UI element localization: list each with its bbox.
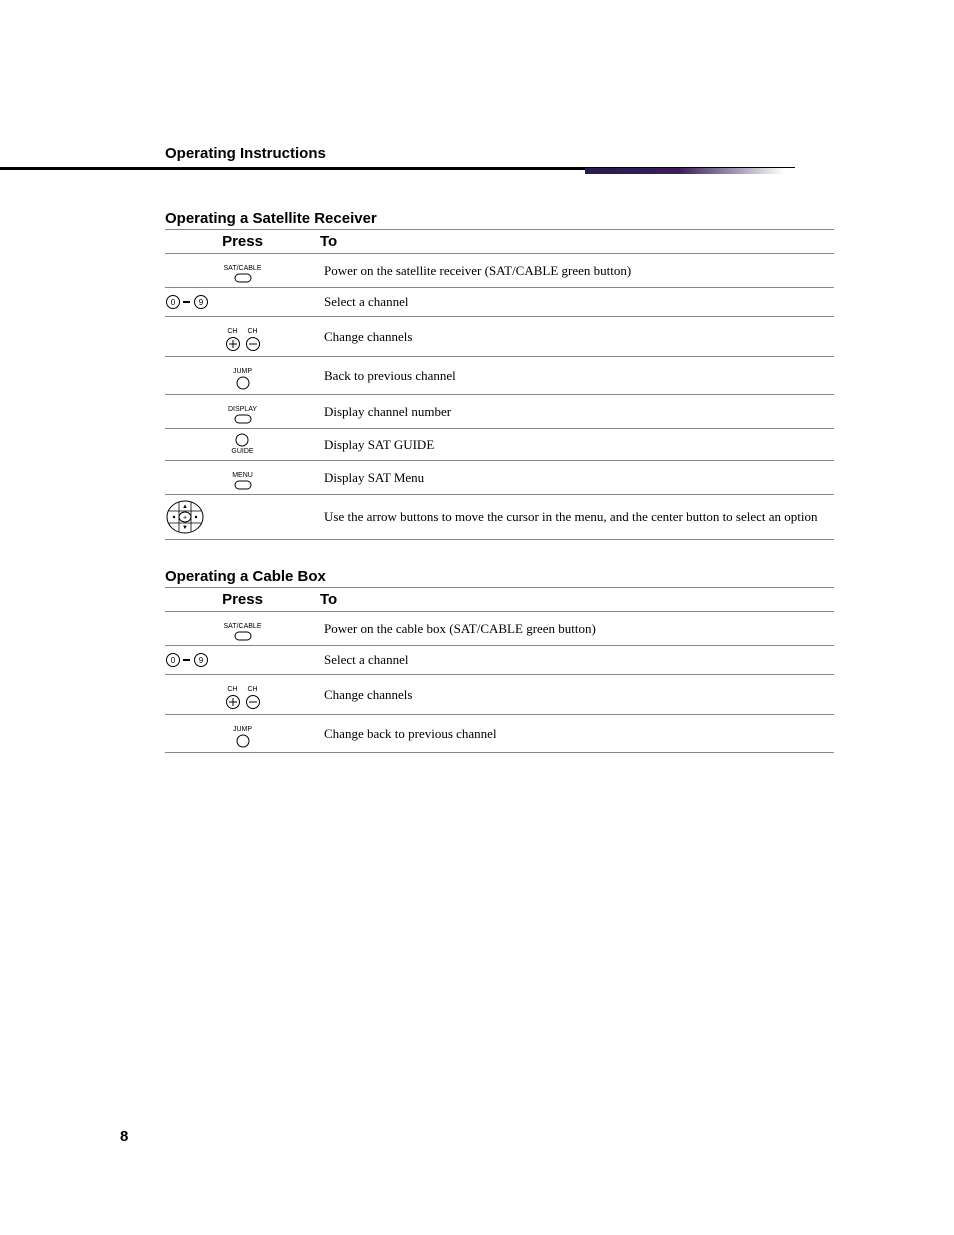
col-to: To — [320, 230, 834, 254]
row-desc: Power on the cable box (SAT/CABLE green … — [320, 612, 834, 646]
dpad-icon: + ▲ ▼ — [165, 495, 320, 540]
menu-button-icon: MENU — [165, 461, 320, 495]
table-row: 0 9 Select a channel — [165, 646, 834, 675]
satellite-table: Press To SAT/CABLE Power on the satellit… — [165, 229, 834, 540]
row-desc: Change back to previous channel — [320, 715, 834, 753]
table-row: MENU Display SAT Menu — [165, 461, 834, 495]
row-desc: Change channels — [320, 317, 834, 357]
row-desc: Display channel number — [320, 395, 834, 429]
svg-text:▲: ▲ — [182, 504, 188, 510]
table-row: DISPLAY Display channel number — [165, 395, 834, 429]
section-title-satellite: Operating a Satellite Receiver — [165, 210, 834, 227]
jump-button-icon: JUMP — [165, 357, 320, 395]
table-row: GUIDE Display SAT GUIDE — [165, 429, 834, 461]
table-row: + ▲ ▼ Use the arrow buttons to move the … — [165, 495, 834, 540]
col-to: To — [320, 588, 834, 612]
table-row: CHCH Change channels — [165, 317, 834, 357]
page-number: 8 — [120, 1128, 128, 1145]
row-desc: Back to previous channel — [320, 357, 834, 395]
row-desc: Select a channel — [320, 646, 834, 675]
row-desc: Use the arrow buttons to move the cursor… — [320, 495, 834, 540]
table-row: CHCH Change channels — [165, 675, 834, 715]
row-desc: Display SAT GUIDE — [320, 429, 834, 461]
col-press: Press — [165, 230, 320, 254]
table-row: SAT/CABLE Power on the satellite receive… — [165, 254, 834, 288]
table-row: 0 9 Select a channel — [165, 288, 834, 317]
jump-button-icon: JUMP — [165, 715, 320, 753]
row-desc: Select a channel — [320, 288, 834, 317]
row-desc: Change channels — [320, 675, 834, 715]
row-desc: Power on the satellite receiver (SAT/CAB… — [320, 254, 834, 288]
svg-text:0: 0 — [171, 656, 176, 665]
sat-cable-button-icon: SAT/CABLE — [165, 254, 320, 288]
col-press: Press — [165, 588, 320, 612]
number-keys-icon: 0 9 — [165, 288, 320, 317]
main-content: Operating a Satellite Receiver Press To … — [165, 210, 834, 753]
section-title-cable: Operating a Cable Box — [165, 568, 834, 585]
table-row: JUMP Change back to previous channel — [165, 715, 834, 753]
number-keys-icon: 0 9 — [165, 646, 320, 675]
table-row: SAT/CABLE Power on the cable box (SAT/CA… — [165, 612, 834, 646]
header-gradient-bar — [585, 168, 834, 174]
svg-text:▼: ▼ — [182, 525, 188, 531]
svg-text:+: + — [183, 515, 187, 522]
sat-cable-button-icon: SAT/CABLE — [165, 612, 320, 646]
svg-text:0: 0 — [171, 298, 176, 307]
row-desc: Display SAT Menu — [320, 461, 834, 495]
cable-table: Press To SAT/CABLE Power on the cable bo… — [165, 587, 834, 753]
svg-text:9: 9 — [199, 298, 204, 307]
table-row: JUMP Back to previous channel — [165, 357, 834, 395]
guide-button-icon: GUIDE — [165, 429, 320, 461]
channel-plus-minus-icon: CHCH — [165, 317, 320, 357]
page-header: Operating Instructions — [0, 0, 795, 170]
display-button-icon: DISPLAY — [165, 395, 320, 429]
channel-plus-minus-icon: CHCH — [165, 675, 320, 715]
header-title: Operating Instructions — [165, 145, 326, 162]
svg-text:9: 9 — [199, 656, 204, 665]
